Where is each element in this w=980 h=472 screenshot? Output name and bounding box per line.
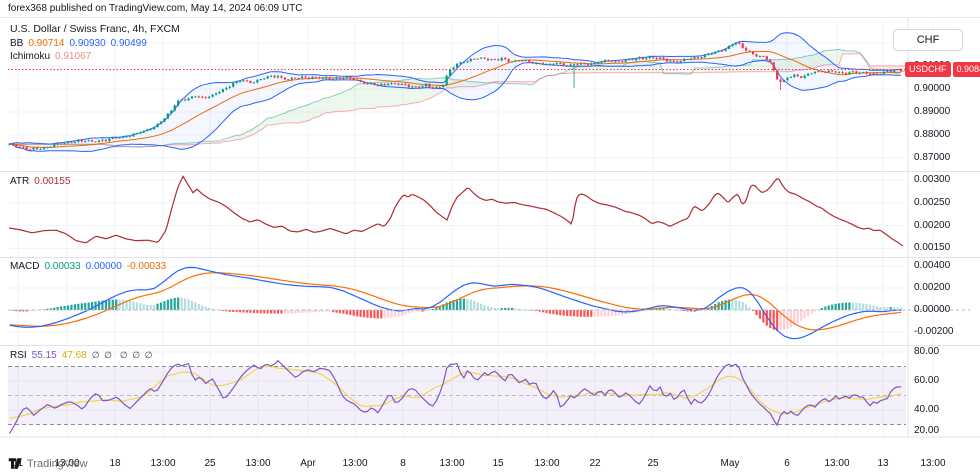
atr-plot	[8, 175, 904, 247]
price-tick-label[interactable]: 20.00	[914, 425, 940, 436]
time-tick-label[interactable]: 15	[492, 458, 504, 469]
ichimoku-status-row: Ichimoku 0.91067	[10, 50, 180, 63]
main-pane-legend[interactable]: U.S. Dollar / Swiss Franc, 4h, FXCM BB 0.…	[10, 23, 180, 63]
ichimoku-label: Ichimoku	[10, 51, 51, 62]
price-tick-label[interactable]: 0.90000	[914, 83, 951, 94]
price-tick-label[interactable]: -0.00200	[914, 326, 954, 337]
time-tick-label[interactable]: 13:00	[342, 458, 368, 469]
candlesticks	[8, 41, 903, 151]
atr-pane-legend: ATR 0.00155	[10, 175, 75, 188]
rsi-divergence-flags-a: ∅ ∅	[91, 350, 113, 360]
bb-upper-value: 0.90930	[69, 38, 106, 49]
publish-header: forex368 published on TradingView.com, M…	[0, 0, 980, 18]
price-tick-label[interactable]: 0.00150	[914, 242, 951, 254]
last-price-label: USDCHF 0.90849	[905, 61, 980, 77]
last-price-symbol: USDCHF	[905, 61, 951, 77]
time-tick-label[interactable]: 13	[877, 458, 889, 469]
rsi-divergence-flags-b: ∅ ∅ ∅	[119, 350, 154, 360]
price-tick-label[interactable]: 0.00200	[914, 219, 951, 231]
macd-signal-value: -0.00033	[126, 261, 167, 272]
bb-lower-value: 0.90499	[110, 38, 147, 49]
time-tick-label[interactable]: 13:00	[920, 458, 946, 469]
time-tick-label[interactable]: 13:00	[534, 458, 560, 469]
symbol-title[interactable]: U.S. Dollar / Swiss Franc, 4h, FXCM	[10, 23, 180, 35]
rsi-ma-value: 47.68	[61, 350, 87, 361]
price-tick-label[interactable]: 80.00	[914, 346, 940, 357]
last-price-value: 0.90849	[952, 61, 980, 77]
price-tick-label[interactable]: 60.00	[914, 375, 940, 386]
time-tick-label[interactable]: May	[720, 458, 740, 469]
time-tick-label[interactable]: 13:00	[150, 458, 176, 469]
price-tick-label[interactable]: 0.00300	[914, 174, 951, 185]
price-tick-label[interactable]: 0.89000	[914, 106, 951, 117]
atr-value: 0.00155	[34, 176, 71, 187]
chart-canvas[interactable]	[0, 18, 980, 472]
macd-label: MACD	[10, 261, 40, 272]
bb-basis-value: 0.90714	[28, 38, 65, 49]
rsi-value: 55.15	[31, 350, 57, 361]
time-tick-label[interactable]: 6	[784, 458, 790, 469]
price-tick-label[interactable]: 0.88000	[914, 129, 951, 140]
time-tick-label[interactable]: 25	[647, 458, 659, 469]
time-tick-label[interactable]: 22	[589, 458, 601, 469]
time-tick-label[interactable]: 13:00	[245, 458, 271, 469]
macd-pane-legend: MACD 0.00033 0.00000 -0.00033	[10, 260, 171, 273]
publish-text: forex368 published on TradingView.com, M…	[8, 3, 303, 14]
time-tick-label[interactable]: Apr	[300, 458, 316, 469]
rsi-label: RSI	[10, 350, 27, 361]
pane-separators	[0, 18, 980, 438]
currency-button[interactable]: CHF	[893, 29, 963, 51]
price-tick-label[interactable]: 0.87000	[914, 152, 951, 163]
bb-status-row: BB 0.90714 0.90930 0.90499	[10, 37, 180, 50]
ichimoku-value: 0.91067	[55, 51, 92, 62]
price-tick-label[interactable]: 0.00000	[914, 304, 951, 315]
time-tick-label[interactable]: 13:00	[54, 458, 80, 469]
price-tick-label[interactable]: 0.00200	[914, 282, 951, 293]
price-tick-label[interactable]: 0.00250	[914, 196, 951, 208]
time-tick-label[interactable]: 25	[204, 458, 216, 469]
tradingview-watermark-text: TradingView	[27, 457, 88, 470]
tradingview-logo-icon	[8, 458, 22, 469]
rsi-pane-legend: RSI 55.15 47.68 ∅ ∅ ∅ ∅ ∅	[10, 349, 160, 362]
tradingview-watermark[interactable]: TradingView	[8, 457, 88, 470]
macd-hist-value: 0.00033	[44, 261, 81, 272]
time-tick-label[interactable]: 13:00	[439, 458, 465, 469]
time-tick-label[interactable]: 13:00	[824, 458, 850, 469]
macd-plot	[8, 266, 903, 340]
atr-label: ATR	[10, 176, 30, 187]
rsi-plot	[8, 359, 906, 434]
bb-label: BB	[10, 38, 24, 49]
price-tick-label[interactable]: 40.00	[914, 404, 940, 415]
price-tick-label[interactable]: 0.00400	[914, 260, 951, 271]
macd-line-value: 0.00000	[85, 261, 122, 272]
time-tick-label[interactable]: 8	[400, 458, 406, 469]
time-tick-label[interactable]: 18	[109, 458, 121, 469]
